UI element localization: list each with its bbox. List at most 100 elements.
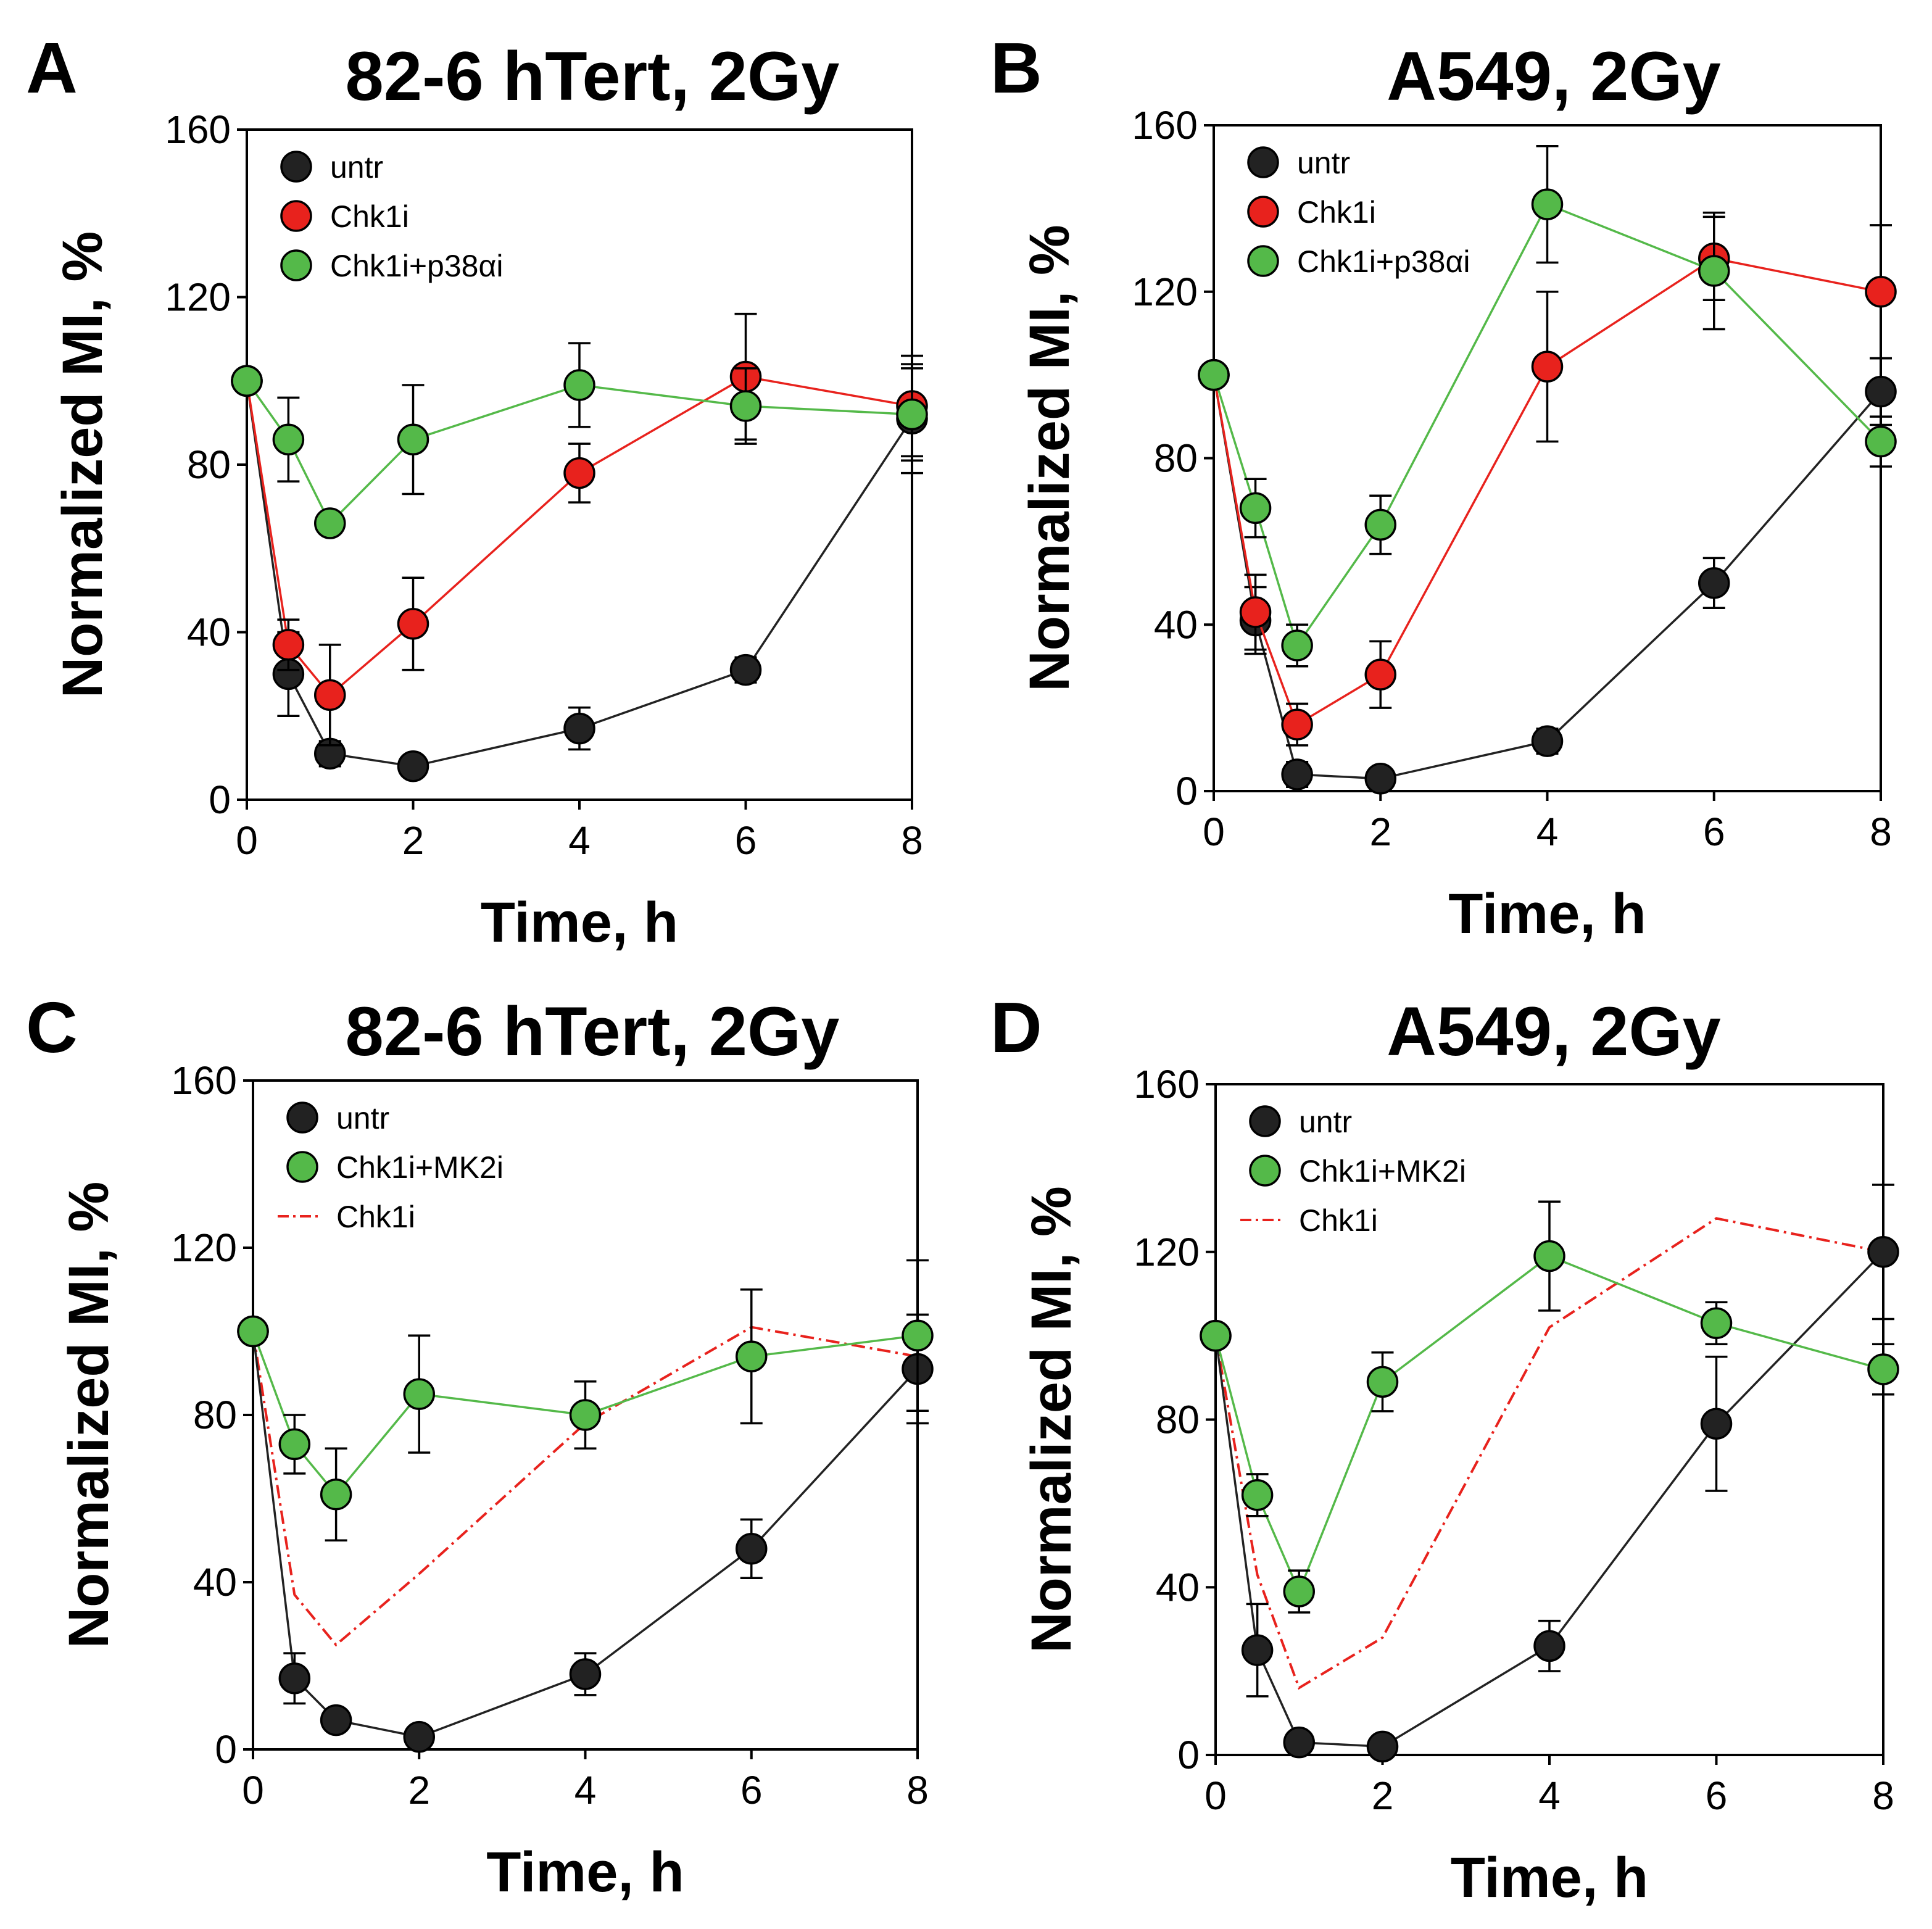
x-tick-label: 2 <box>408 1768 430 1812</box>
data-point <box>272 629 305 661</box>
legend-label: Chk1i <box>336 1200 415 1234</box>
data-point <box>1531 725 1564 757</box>
y-tick-label: 80 <box>193 1393 237 1437</box>
data-point <box>1700 1408 1733 1440</box>
y-tick-label: 120 <box>1132 270 1198 314</box>
legend-marker <box>286 1151 318 1183</box>
legend-marker <box>280 249 312 281</box>
data-point <box>1241 1479 1274 1511</box>
series-line <box>252 1325 918 1647</box>
data-point <box>1239 596 1272 628</box>
data-point <box>736 1533 768 1565</box>
y-tick-label: 0 <box>1175 769 1198 813</box>
x-tick-label: 6 <box>1703 810 1725 854</box>
panel-letter: C <box>26 987 78 1068</box>
x-tick-label: 6 <box>740 1768 763 1812</box>
legend-marker <box>286 1101 318 1134</box>
data-point <box>397 608 429 640</box>
y-tick-label: 80 <box>1156 1398 1200 1442</box>
data-point <box>403 1378 435 1410</box>
data-point <box>1281 708 1313 740</box>
legend: untr Chk1i+MK2i Chk1i <box>278 1101 504 1234</box>
data-point <box>1533 1240 1565 1272</box>
panel-letter: D <box>990 987 1042 1068</box>
y-axis-label: Normalized MI, % <box>57 1182 120 1649</box>
legend-item: Chk1i+p38αi <box>280 249 503 283</box>
x-tick-label: 2 <box>402 818 425 863</box>
legend-marker <box>1247 146 1279 178</box>
series-chk1i <box>252 1325 918 1647</box>
panel-title: 82-6 hTert, 2Gy <box>346 38 840 115</box>
x-axis-label: Time, h <box>1451 1846 1648 1909</box>
data-point <box>237 1315 269 1348</box>
legend-item: Chk1i <box>1247 195 1376 230</box>
y-axis-label: Normalized MI, % <box>51 231 114 699</box>
legend-item: untr <box>1249 1105 1352 1139</box>
data-point <box>563 369 595 401</box>
data-point <box>314 679 346 711</box>
legend-marker <box>280 200 312 232</box>
x-tick-label: 2 <box>1372 1773 1394 1818</box>
series-untr <box>237 1313 934 1753</box>
legend-label: Chk1i <box>1299 1203 1378 1238</box>
legend-marker <box>1247 196 1279 228</box>
x-tick-label: 6 <box>735 818 757 863</box>
legend-item: Chk1i <box>1240 1203 1378 1238</box>
y-axis-label: Normalized MI, % <box>1020 1186 1083 1653</box>
data-point <box>403 1720 435 1753</box>
legend-label: untr <box>330 150 383 185</box>
data-point <box>1366 1366 1399 1398</box>
panel-letter: B <box>990 28 1042 108</box>
legend-item: untr <box>1247 146 1350 180</box>
series-chk1i-p38-i <box>231 342 928 539</box>
panel-c: C 82-6 hTert, 2Gy 0 40 80 120 160 0 2 4 6 8 Time, h N… <box>26 987 934 1904</box>
legend-label: Chk1i+p38αi <box>1297 244 1470 279</box>
y-tick-label: 120 <box>165 275 231 320</box>
data-point <box>278 1662 311 1695</box>
y-tick-label: 80 <box>187 442 231 487</box>
y-tick-label: 40 <box>1156 1565 1200 1609</box>
legend-item: Chk1i <box>280 199 409 234</box>
legend-label: Chk1i+p38αi <box>330 249 503 283</box>
x-tick-label: 8 <box>1870 810 1892 854</box>
legend-item: Chk1i+p38αi <box>1247 244 1470 279</box>
legend-label: untr <box>1297 146 1350 180</box>
series-line <box>1214 1217 1884 1690</box>
legend-label: Chk1i+MK2i <box>336 1150 504 1185</box>
legend-label: Chk1i <box>330 199 409 234</box>
panel-d: D A549, 2Gy 0 40 80 120 160 0 2 4 6 8 Time, h Normali… <box>990 987 1899 1909</box>
data-point <box>1281 758 1313 790</box>
data-point <box>1531 351 1564 383</box>
data-point <box>1533 1630 1565 1662</box>
data-point <box>272 423 305 456</box>
legend-marker <box>1249 1105 1281 1137</box>
y-tick-label: 120 <box>1134 1230 1200 1274</box>
x-tick-label: 0 <box>236 818 258 863</box>
data-point <box>397 750 429 782</box>
legend-label: untr <box>336 1101 389 1135</box>
data-point <box>902 1319 934 1352</box>
legend: untr Chk1i Chk1i+p38αi <box>280 150 503 283</box>
x-axis-label: Time, h <box>486 1841 684 1904</box>
y-tick-label: 120 <box>171 1226 237 1270</box>
data-point <box>1698 567 1730 599</box>
x-tick-label: 8 <box>1872 1773 1894 1818</box>
x-tick-label: 4 <box>574 1768 597 1812</box>
data-point <box>729 390 762 422</box>
y-tick-label: 160 <box>171 1058 237 1103</box>
x-tick-label: 6 <box>1706 1773 1728 1818</box>
x-tick-label: 2 <box>1369 810 1391 854</box>
legend-label: untr <box>1299 1105 1352 1139</box>
series-chk1i <box>1214 1217 1884 1690</box>
data-point <box>1200 1319 1232 1352</box>
data-point <box>1283 1575 1315 1608</box>
legend-item: Chk1i+MK2i <box>1249 1154 1466 1189</box>
x-tick-label: 0 <box>1203 810 1225 854</box>
data-point <box>1531 188 1564 220</box>
data-point <box>320 1478 352 1511</box>
legend: untr Chk1i Chk1i+p38αi <box>1247 146 1470 279</box>
y-tick-label: 160 <box>1134 1062 1200 1106</box>
x-tick-label: 8 <box>906 1768 929 1812</box>
data-point <box>1364 763 1396 795</box>
